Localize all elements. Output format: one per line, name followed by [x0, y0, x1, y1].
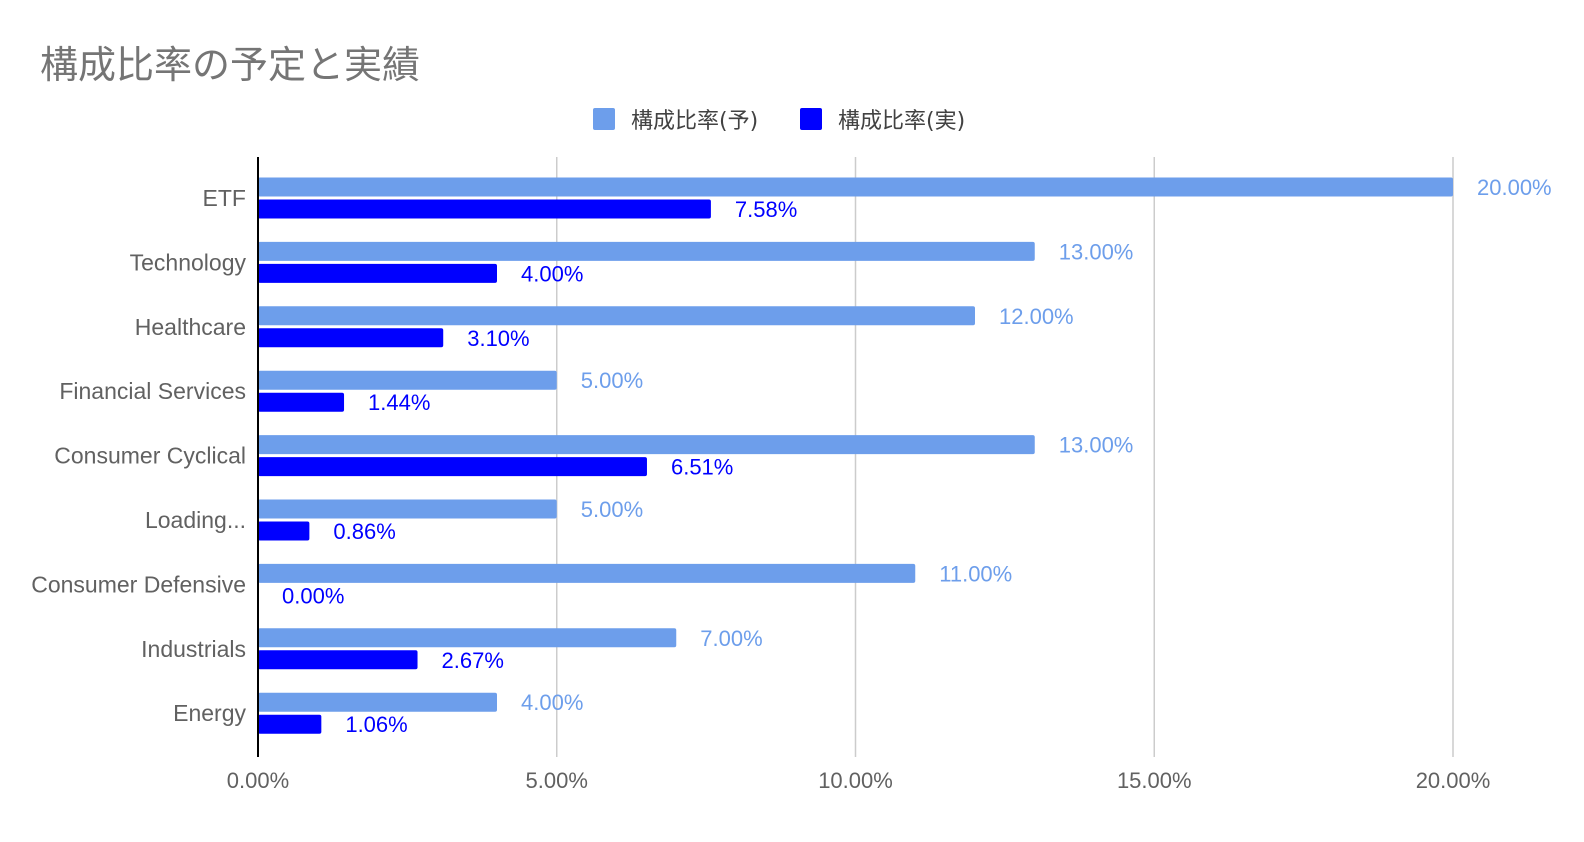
- legend-swatch-planned: [593, 108, 615, 130]
- data-label-actual: 3.10%: [467, 326, 529, 351]
- data-label-actual: 4.00%: [521, 261, 583, 286]
- data-label-planned: 7.00%: [700, 626, 762, 651]
- x-tick-label: 10.00%: [818, 768, 893, 793]
- category-label: Financial Services: [59, 378, 246, 404]
- data-label-planned: 11.00%: [939, 561, 1012, 586]
- category-label: Healthcare: [135, 314, 246, 340]
- bar-planned: [258, 306, 975, 326]
- category-label: Industrials: [141, 636, 246, 662]
- data-label-planned: 5.00%: [581, 497, 643, 522]
- bar-actual: [258, 392, 345, 412]
- category-label: ETF: [203, 185, 246, 211]
- data-label-actual: 6.51%: [671, 455, 733, 480]
- bar-actual: [258, 199, 711, 219]
- chart-legend: 構成比率(予) 構成比率(実): [0, 104, 1584, 134]
- data-label-actual: 0.86%: [333, 519, 395, 544]
- bar-actual: [258, 263, 497, 283]
- bar-actual: [258, 457, 647, 477]
- category-label: Consumer Cyclical: [54, 443, 246, 469]
- data-label-planned: 13.00%: [1059, 239, 1134, 264]
- data-label-planned: 20.00%: [1477, 175, 1552, 200]
- data-label-planned: 5.00%: [581, 368, 643, 393]
- bar-planned: [258, 177, 1453, 197]
- bar-actual: [258, 328, 444, 348]
- data-label-actual: 1.44%: [368, 390, 430, 415]
- legend-swatch-actual: [800, 108, 822, 130]
- data-label-planned: 12.00%: [999, 304, 1074, 329]
- chart-title: 構成比率の予定と実績: [40, 43, 421, 87]
- category-label: Energy: [173, 700, 246, 726]
- x-tick-label: 15.00%: [1117, 768, 1192, 793]
- data-label-actual: 1.06%: [345, 712, 407, 737]
- bar-planned: [258, 435, 1035, 455]
- x-tick-label: 5.00%: [526, 768, 588, 793]
- data-label-planned: 13.00%: [1059, 433, 1134, 458]
- bar-planned: [258, 563, 916, 583]
- category-label: Technology: [130, 249, 247, 275]
- data-label-actual: 0.00%: [282, 583, 344, 608]
- data-label-actual: 7.58%: [735, 197, 797, 222]
- bar-planned: [258, 370, 557, 390]
- bar-actual: [258, 521, 310, 541]
- legend-label-planned: 構成比率(予): [631, 109, 759, 134]
- legend-item-actual[interactable]: 構成比率(実): [800, 104, 965, 134]
- data-label-planned: 4.00%: [521, 690, 583, 715]
- x-tick-label: 0.00%: [227, 768, 289, 793]
- x-tick-label: 20.00%: [1416, 768, 1491, 793]
- bar-planned: [258, 628, 677, 648]
- bar-actual: [258, 714, 322, 734]
- legend-label-actual: 構成比率(実): [838, 109, 966, 134]
- category-label: Consumer Defensive: [31, 571, 246, 597]
- bar-planned: [258, 692, 497, 712]
- bar-actual: [258, 650, 418, 670]
- bar-planned: [258, 241, 1035, 261]
- data-label-actual: 2.67%: [442, 648, 504, 673]
- bar-planned: [258, 499, 557, 519]
- category-label: Loading...: [145, 507, 246, 533]
- legend-item-planned[interactable]: 構成比率(予): [593, 104, 758, 134]
